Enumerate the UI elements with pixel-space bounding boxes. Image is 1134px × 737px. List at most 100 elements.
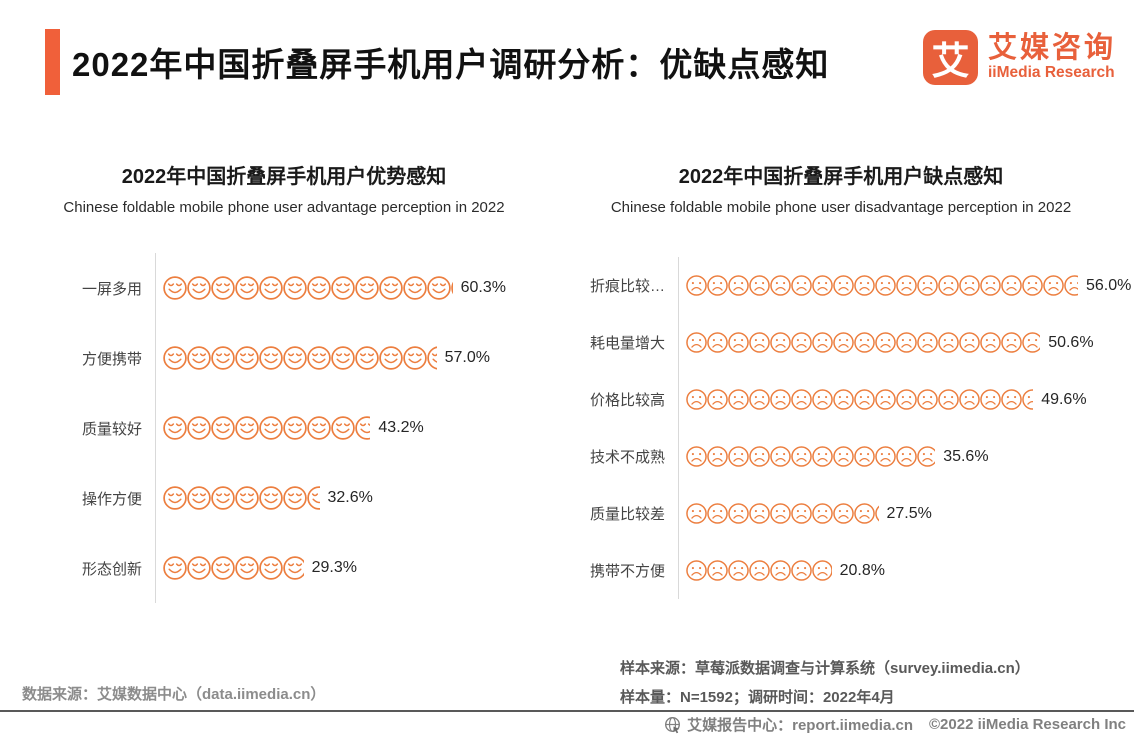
report-center-link: 艾媒报告中心：report.iimedia.cn — [687, 717, 913, 734]
frowny-face-icon — [896, 275, 917, 296]
frowny-face-icon — [791, 503, 812, 524]
frowny-face-icon — [770, 446, 791, 467]
frowny-face-icon — [833, 446, 854, 467]
frowny-face-icon — [980, 332, 1001, 353]
smiley-face-icon — [307, 416, 331, 440]
chart-row: 一屏多用 60.3% — [20, 253, 548, 323]
value-label: 57.0% — [444, 349, 490, 366]
disadvantage-chart: 2022年中国折叠屏手机用户缺点感知 Chinese foldable mobi… — [558, 160, 1131, 599]
category-label: 携带不方便 — [589, 563, 665, 580]
pictogram-strip: 56.0% — [678, 257, 1131, 314]
smiley-face-icon — [211, 556, 235, 580]
smiley-face-icon — [331, 416, 355, 440]
frowny-face-icon — [791, 446, 812, 467]
chart-row: 耗电量增大 50.6% — [558, 314, 1124, 371]
face-strip — [163, 486, 320, 510]
advantage-chart-subtitle: Chinese foldable mobile phone user advan… — [63, 199, 505, 216]
category-label: 一屏多用 — [81, 280, 142, 298]
chart-row: 折痕比较… 56.0% — [558, 257, 1131, 314]
smiley-face-icon — [355, 276, 379, 300]
frowny-face-icon — [791, 560, 812, 581]
frowny-face-icon — [770, 503, 791, 524]
smiley-face-icon — [259, 346, 283, 370]
smiley-face-icon — [283, 556, 304, 580]
frowny-face-icon — [959, 332, 980, 353]
pictogram-strip: 35.6% — [678, 428, 1124, 485]
smiley-face-icon — [235, 556, 259, 580]
category-label: 质量比较差 — [589, 506, 665, 523]
frowny-face-icon — [770, 389, 791, 410]
frowny-face-icon — [770, 275, 791, 296]
category-label: 价格比较高 — [589, 392, 665, 409]
frowny-face-icon — [749, 332, 770, 353]
sample-source-line: 样本来源：草莓派数据调查与计算系统（survey.iimedia.cn） — [620, 660, 1030, 677]
footer-divider — [0, 710, 1134, 712]
frowny-face-icon — [854, 389, 875, 410]
partial-face-icon — [1022, 389, 1034, 410]
smiley-face-icon — [259, 276, 283, 300]
frowny-face-icon — [812, 503, 833, 524]
title-accent-bar — [45, 29, 60, 95]
frowny-face-icon — [728, 332, 749, 353]
brand-logo: 艾 艾媒咨询 iiMedia Research — [922, 30, 1116, 85]
smiley-face-icon — [283, 346, 307, 370]
advantage-chart-title: 2022年中国折叠屏手机用户优势感知 — [121, 166, 447, 188]
data-source-note: 数据来源：艾媒数据中心（data.iimedia.cn） — [22, 686, 326, 703]
disadvantage-chart-subtitle: Chinese foldable mobile phone user disad… — [610, 199, 1072, 216]
logo-name-cn: 艾媒咨询 — [987, 32, 1116, 65]
globe-cursor-icon — [664, 716, 682, 734]
frowny-face-icon — [896, 332, 917, 353]
smiley-face-icon — [307, 276, 331, 300]
frowny-face-icon — [686, 389, 707, 410]
face-strip — [686, 332, 1041, 353]
smiley-face-icon — [163, 416, 187, 440]
frowny-face-icon — [812, 275, 833, 296]
smiley-face-icon — [163, 486, 187, 510]
frowny-face-icon — [728, 446, 749, 467]
frowny-face-icon — [749, 446, 770, 467]
pictogram-strip: 29.3% — [155, 533, 548, 603]
advantage-chart-rows: 一屏多用 60.3% 方便携带 57.0% 质量较好 43.2% 操作方便 32.6% 形态创新… — [20, 253, 548, 603]
smiley-face-icon — [379, 346, 403, 370]
frowny-face-icon — [1043, 275, 1064, 296]
value-label: 32.6% — [327, 489, 373, 506]
frowny-face-icon — [854, 275, 875, 296]
frowny-face-icon — [812, 446, 833, 467]
smiley-face-icon — [211, 486, 235, 510]
frowny-face-icon — [770, 332, 791, 353]
frowny-face-icon — [833, 389, 854, 410]
smiley-face-icon — [259, 556, 283, 580]
frowny-face-icon — [749, 503, 770, 524]
frowny-face-icon — [854, 332, 875, 353]
smiley-face-icon — [283, 416, 307, 440]
category-label: 操作方便 — [81, 490, 142, 508]
value-label: 50.6% — [1048, 333, 1094, 351]
pictogram-strip: 43.2% — [155, 393, 548, 463]
partial-face-icon — [307, 486, 320, 510]
smiley-face-icon — [355, 416, 371, 440]
smiley-face-icon — [235, 416, 259, 440]
category-label: 质量较好 — [81, 420, 142, 438]
partial-face-icon — [451, 276, 453, 300]
frowny-face-icon — [707, 275, 728, 296]
face-strip — [163, 346, 437, 370]
header: 2022年中国折叠屏手机用户调研分析：优缺点感知 艾 艾媒咨询 iiMedia … — [45, 28, 1118, 96]
smiley-face-icon — [403, 346, 427, 370]
frowny-face-icon — [728, 503, 749, 524]
smiley-face-icon — [331, 346, 355, 370]
face-strip — [686, 275, 1078, 296]
frowny-face-icon — [938, 389, 959, 410]
frowny-face-icon — [833, 275, 854, 296]
smiley-face-icon — [379, 276, 403, 300]
advantage-chart: 2022年中国折叠屏手机用户优势感知 Chinese foldable mobi… — [20, 160, 548, 603]
chart-row: 价格比较高 49.6% — [558, 371, 1124, 428]
smiley-face-icon — [163, 556, 187, 580]
category-label: 折痕比较… — [589, 278, 665, 295]
footer-bar: 艾媒报告中心：report.iimedia.cn ©2022 iiMedia R… — [664, 714, 1126, 735]
frowny-face-icon — [938, 275, 959, 296]
frowny-face-icon — [791, 275, 812, 296]
pictogram-strip: 57.0% — [155, 323, 548, 393]
face-strip — [163, 416, 371, 440]
frowny-face-icon — [854, 446, 875, 467]
frowny-face-icon — [728, 560, 749, 581]
